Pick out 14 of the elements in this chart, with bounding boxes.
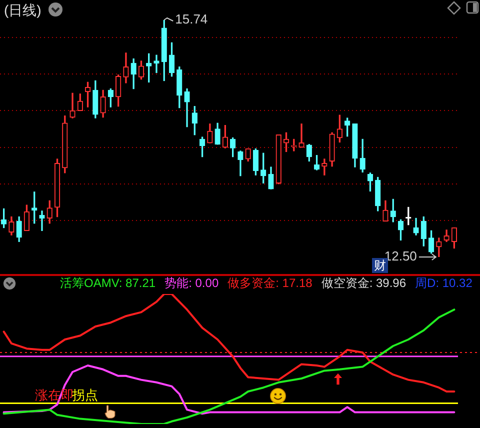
candlestick: [39, 210, 45, 231]
candlestick: [154, 54, 160, 73]
text: 财: [374, 258, 386, 272]
annotation: 15.74: [175, 12, 208, 27]
annotation: 拐点: [71, 388, 98, 403]
chart-title: (日线): [4, 2, 42, 20]
text: 做多资金: 17.18: [228, 276, 312, 290]
text: 活筹OAMV: 87.21: [60, 276, 156, 290]
annotation: 12.50: [384, 248, 417, 264]
candlestick: [298, 124, 304, 148]
text: 势能: 0.00: [164, 276, 219, 290]
text: 做空资金: 39.96: [321, 276, 406, 290]
annotation: 涨在即: [35, 388, 74, 403]
text: 周D: 10.32: [415, 276, 472, 290]
